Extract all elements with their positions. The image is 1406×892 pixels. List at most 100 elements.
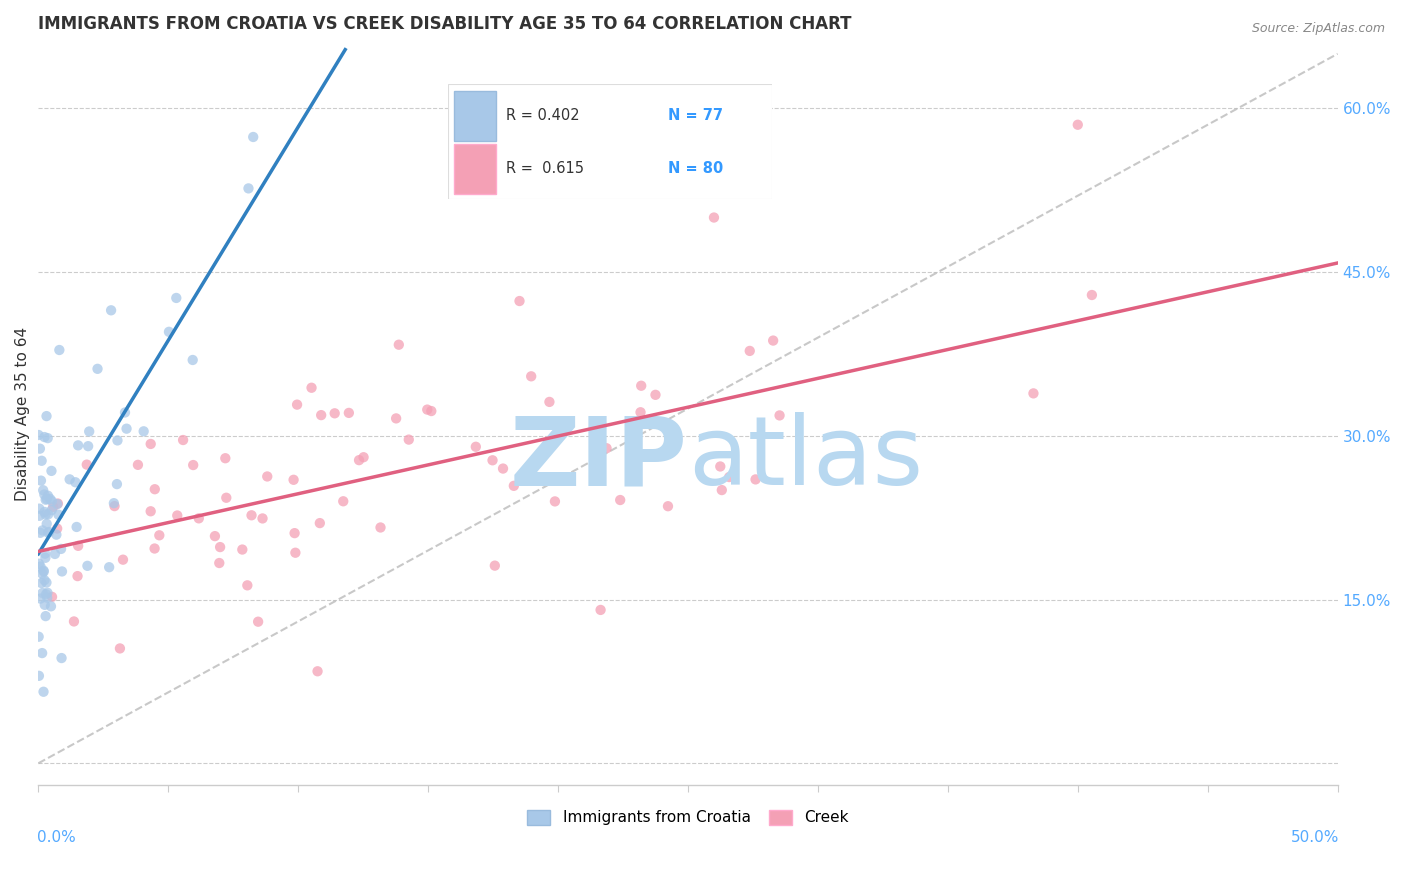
Point [67, 539, 90, 553]
Point [1081, 288, 1104, 302]
Point [65, 520, 87, 534]
Point [31, 524, 53, 538]
Point [139, 504, 162, 518]
Point [214, 451, 236, 466]
Point [34, 573, 56, 587]
Point [309, 408, 332, 422]
Point [215, 491, 238, 505]
Point [388, 337, 411, 351]
Point [492, 461, 515, 475]
Point [115, 422, 138, 436]
Point [98, 560, 121, 574]
Point [35, 409, 58, 423]
Point [630, 378, 652, 392]
Point [143, 482, 166, 496]
Point [111, 552, 134, 566]
Point [595, 442, 617, 456]
Point [38, 524, 60, 539]
Point [31, 576, 53, 591]
Point [45, 527, 67, 541]
Point [30, 525, 52, 540]
Point [609, 493, 631, 508]
Text: IMMIGRANTS FROM CROATIA VS CREEK DISABILITY AGE 35 TO 64 CORRELATION CHART: IMMIGRANTS FROM CROATIA VS CREEK DISABIL… [38, 15, 852, 33]
Point [416, 402, 439, 417]
Point [139, 437, 162, 451]
Point [231, 542, 253, 557]
Point [107, 434, 129, 448]
Point [31, 646, 53, 660]
Point [1022, 386, 1045, 401]
Point [35, 516, 58, 531]
Point [520, 369, 543, 384]
Point [323, 406, 346, 420]
Point [37, 591, 59, 605]
Text: atlas: atlas [688, 412, 924, 505]
Point [51, 651, 73, 665]
Point [37, 489, 59, 503]
Point [48, 343, 70, 357]
Point [703, 211, 725, 225]
Point [657, 499, 679, 513]
Point [247, 615, 270, 629]
Point [32, 565, 55, 579]
Point [385, 411, 408, 425]
Point [34, 550, 56, 565]
Point [332, 494, 354, 508]
Point [28, 442, 51, 456]
Point [108, 641, 131, 656]
Point [63, 615, 86, 629]
Point [67, 438, 90, 452]
Point [709, 459, 731, 474]
Y-axis label: Disability Age 35 to 64: Disability Age 35 to 64 [15, 327, 30, 501]
Point [28, 501, 51, 516]
Point [41, 494, 63, 508]
Point [181, 353, 204, 368]
Point [522, 458, 544, 472]
Point [420, 404, 443, 418]
Point [744, 472, 766, 486]
Point [127, 458, 149, 472]
Point [589, 603, 612, 617]
Point [46, 497, 69, 511]
Point [398, 433, 420, 447]
Point [544, 494, 567, 508]
Point [240, 508, 263, 523]
Point [370, 520, 392, 534]
Text: 0.0%: 0.0% [37, 830, 76, 845]
Point [30, 474, 52, 488]
Point [34, 505, 56, 519]
Point [32, 564, 55, 578]
Point [337, 406, 360, 420]
Point [644, 388, 666, 402]
Point [35, 491, 58, 506]
Point [76, 558, 98, 573]
Point [27, 428, 49, 442]
Point [630, 405, 652, 419]
Point [256, 469, 278, 483]
Point [86, 361, 108, 376]
Point [308, 516, 330, 530]
Point [148, 528, 170, 542]
Point [77, 439, 100, 453]
Point [236, 578, 259, 592]
Point [103, 496, 125, 510]
Point [284, 546, 307, 560]
Point [132, 425, 155, 439]
Point [32, 483, 55, 498]
Point [44, 547, 66, 561]
Point [39, 599, 62, 614]
Point [34, 492, 56, 507]
Point [502, 479, 524, 493]
Point [27, 630, 49, 644]
Point [166, 508, 188, 523]
Point [28, 508, 51, 523]
Point [172, 433, 194, 447]
Point [283, 473, 305, 487]
Point [34, 609, 56, 624]
Point [41, 590, 63, 604]
Point [307, 665, 329, 679]
Point [66, 569, 89, 583]
Point [285, 398, 308, 412]
Point [105, 477, 128, 491]
Point [208, 556, 231, 570]
